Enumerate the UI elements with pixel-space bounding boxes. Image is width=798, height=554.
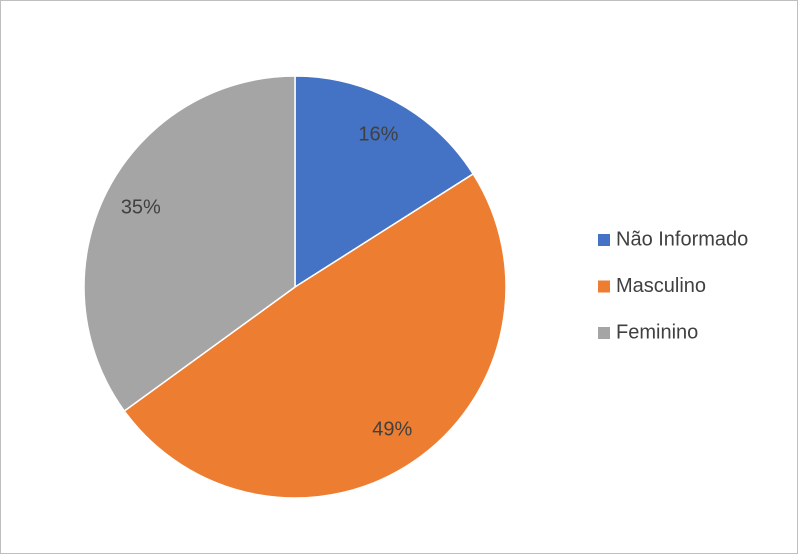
legend-swatch <box>598 234 610 246</box>
data-label: 49% <box>372 418 412 440</box>
legend-label: Feminino <box>616 321 698 343</box>
pie-slice <box>83 75 296 413</box>
data-label: 16% <box>358 124 398 146</box>
pie-slice <box>294 75 475 289</box>
legend-label: Não Informado <box>616 228 748 250</box>
legend-label: Masculino <box>616 275 706 297</box>
pie-slice <box>123 172 507 499</box>
legend-swatch <box>598 327 610 339</box>
data-label: 35% <box>121 197 161 219</box>
legend-swatch <box>598 280 610 293</box>
